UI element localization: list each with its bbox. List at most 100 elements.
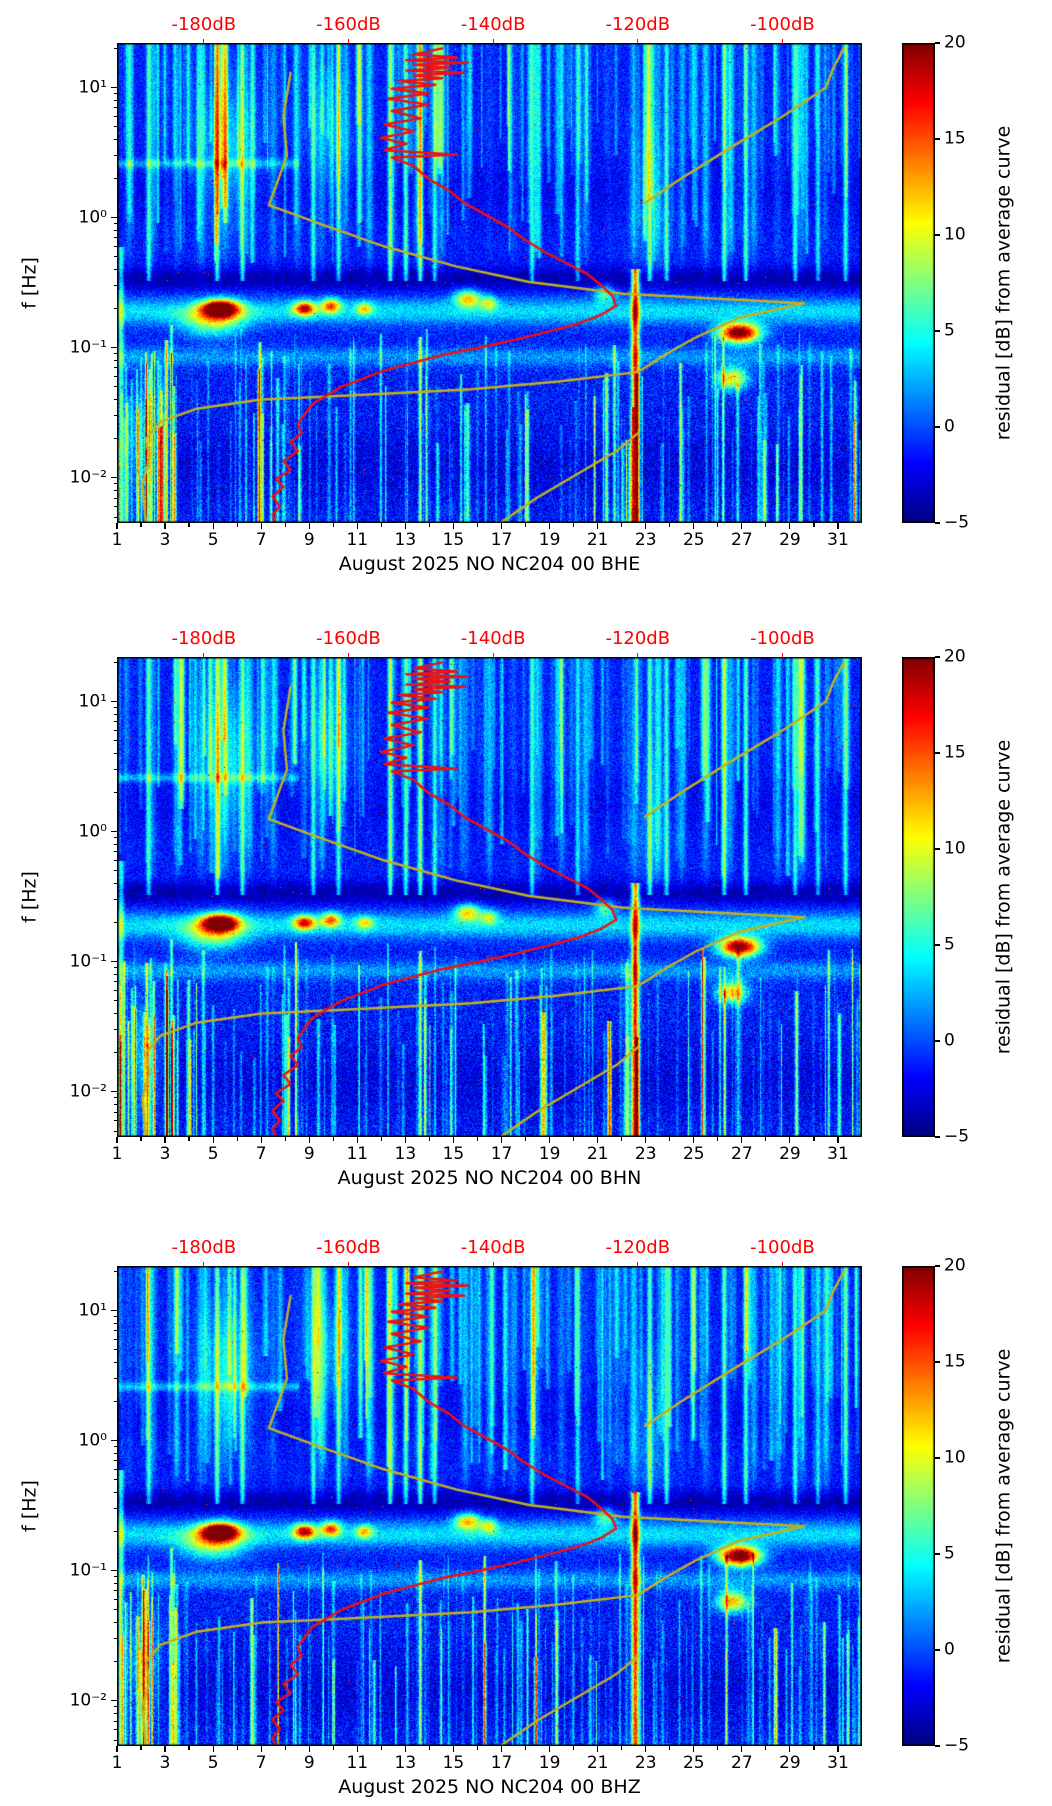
colorbar-tick-label: 20 xyxy=(944,646,966,667)
y-axis-minor-tick xyxy=(113,308,117,310)
x-axis-tick xyxy=(284,523,286,527)
x-tick-label: 13 xyxy=(394,530,417,550)
y-axis-minor-tick xyxy=(113,1000,117,1002)
y-axis-minor-tick xyxy=(113,981,117,983)
x-axis-tick xyxy=(452,1137,455,1143)
y-axis-minor-tick xyxy=(113,740,117,742)
x-tick-label: 11 xyxy=(346,530,369,550)
x-tick-label: 23 xyxy=(634,1753,657,1773)
top-axis-label: -180dB xyxy=(171,14,237,35)
x-axis-tick xyxy=(741,1137,743,1143)
x-axis-tick xyxy=(500,1137,503,1143)
x-axis-tick xyxy=(789,1746,791,1752)
y-axis-minor-tick xyxy=(113,1479,117,1481)
y-axis-minor-tick xyxy=(113,386,117,388)
y-axis-minor-tick xyxy=(113,1729,117,1731)
colorbar-tick xyxy=(935,330,940,332)
top-axis-label: -140dB xyxy=(460,628,526,649)
top-axis-label: -180dB xyxy=(171,628,237,649)
x-tick-label: 25 xyxy=(682,1144,705,1164)
x-tick-label: 5 xyxy=(207,1753,219,1773)
x-tick-label: 19 xyxy=(538,1753,561,1773)
top-axis-label: -120dB xyxy=(605,1237,671,1258)
y-axis-minor-tick xyxy=(113,713,117,715)
y-axis-minor-tick xyxy=(113,1052,117,1054)
x-tick-label: 13 xyxy=(394,1753,417,1773)
y-axis-minor-tick xyxy=(113,973,117,975)
colorbar-tick-label: −5 xyxy=(944,1126,970,1147)
x-tick-label: 7 xyxy=(255,1144,267,1164)
y-axis-minor-tick xyxy=(113,1378,117,1380)
x-axis-tick xyxy=(548,523,551,529)
y-axis-minor-tick xyxy=(113,285,117,287)
y-axis-minor-tick xyxy=(113,1111,117,1113)
x-axis-title: August 2025 NO NC204 00 BHZ xyxy=(338,1776,641,1798)
y-axis-tick xyxy=(111,217,117,219)
y-axis-minor-tick xyxy=(113,882,117,884)
y-axis-minor-tick xyxy=(113,516,117,518)
y-axis-minor-tick xyxy=(113,256,117,258)
x-axis-tick xyxy=(188,1746,190,1750)
y-tick-label: 10⁻² xyxy=(69,467,107,488)
x-axis-tick xyxy=(669,1137,671,1141)
y-axis-minor-tick xyxy=(113,1590,117,1592)
x-tick-label: 25 xyxy=(682,530,705,550)
y-axis-minor-tick xyxy=(113,922,117,924)
x-tick-label: 31 xyxy=(827,530,849,550)
colorbar-tick xyxy=(935,848,940,850)
x-axis-tick xyxy=(404,1746,406,1752)
colorbar-tick-label: 5 xyxy=(944,1543,955,1564)
x-axis-tick xyxy=(356,1137,358,1143)
x-axis-tick xyxy=(693,1137,695,1143)
x-axis-tick xyxy=(717,1746,719,1750)
y-tick-label: 10¹ xyxy=(78,1300,107,1321)
y-axis-minor-tick xyxy=(113,1330,117,1332)
x-tick-label: 5 xyxy=(207,1144,219,1164)
x-axis-tick xyxy=(837,1746,839,1752)
x-axis-tick xyxy=(116,1746,118,1752)
y-axis-minor-tick xyxy=(113,837,117,839)
top-axis-tick xyxy=(347,39,350,43)
y-axis-minor-tick xyxy=(113,752,117,754)
y-tick-label: 10⁰ xyxy=(78,821,107,842)
x-axis-tick xyxy=(380,1137,382,1141)
x-axis-tick xyxy=(260,1137,262,1143)
x-axis-tick xyxy=(476,1137,479,1141)
x-axis-tick xyxy=(236,1746,238,1750)
y-axis-minor-tick xyxy=(113,1739,117,1741)
y-axis-minor-tick xyxy=(113,367,117,369)
colorbar-tick-label: 0 xyxy=(944,1030,955,1051)
colorbar-tick xyxy=(935,234,940,236)
y-axis-minor-tick xyxy=(113,1103,117,1105)
top-axis-label: -120dB xyxy=(605,628,671,649)
y-axis-minor-tick xyxy=(113,1720,117,1722)
y-axis-minor-tick xyxy=(113,47,117,49)
x-axis-tick xyxy=(645,1746,647,1752)
y-axis-minor-tick xyxy=(113,721,117,723)
y-axis-minor-tick xyxy=(113,1130,117,1132)
x-tick-label: 9 xyxy=(303,1144,315,1164)
x-axis-tick xyxy=(524,1746,527,1750)
x-tick-label: 19 xyxy=(538,530,561,550)
x-axis-tick xyxy=(669,523,671,527)
x-axis-tick xyxy=(332,523,334,527)
y-axis-minor-tick xyxy=(113,229,117,231)
x-tick-label: 9 xyxy=(303,530,315,550)
y-axis-minor-tick xyxy=(113,1029,117,1031)
x-axis-tick xyxy=(621,1746,623,1750)
top-axis-label: -120dB xyxy=(605,14,671,35)
x-axis-tick xyxy=(140,1746,142,1750)
y-axis-tick xyxy=(111,347,117,349)
y-axis-minor-tick xyxy=(113,1508,117,1510)
x-axis-tick xyxy=(621,1137,623,1141)
y-axis-minor-tick xyxy=(113,1316,117,1317)
y-axis-minor-tick xyxy=(113,223,117,225)
y-axis-minor-tick xyxy=(113,177,117,179)
y-axis-minor-tick xyxy=(113,843,117,845)
y-axis-minor-tick xyxy=(113,990,117,992)
colorbar-tick xyxy=(935,42,940,44)
x-axis-tick xyxy=(308,1746,310,1752)
x-tick-label: 5 xyxy=(207,530,219,550)
y-axis-minor-tick xyxy=(113,1338,117,1340)
